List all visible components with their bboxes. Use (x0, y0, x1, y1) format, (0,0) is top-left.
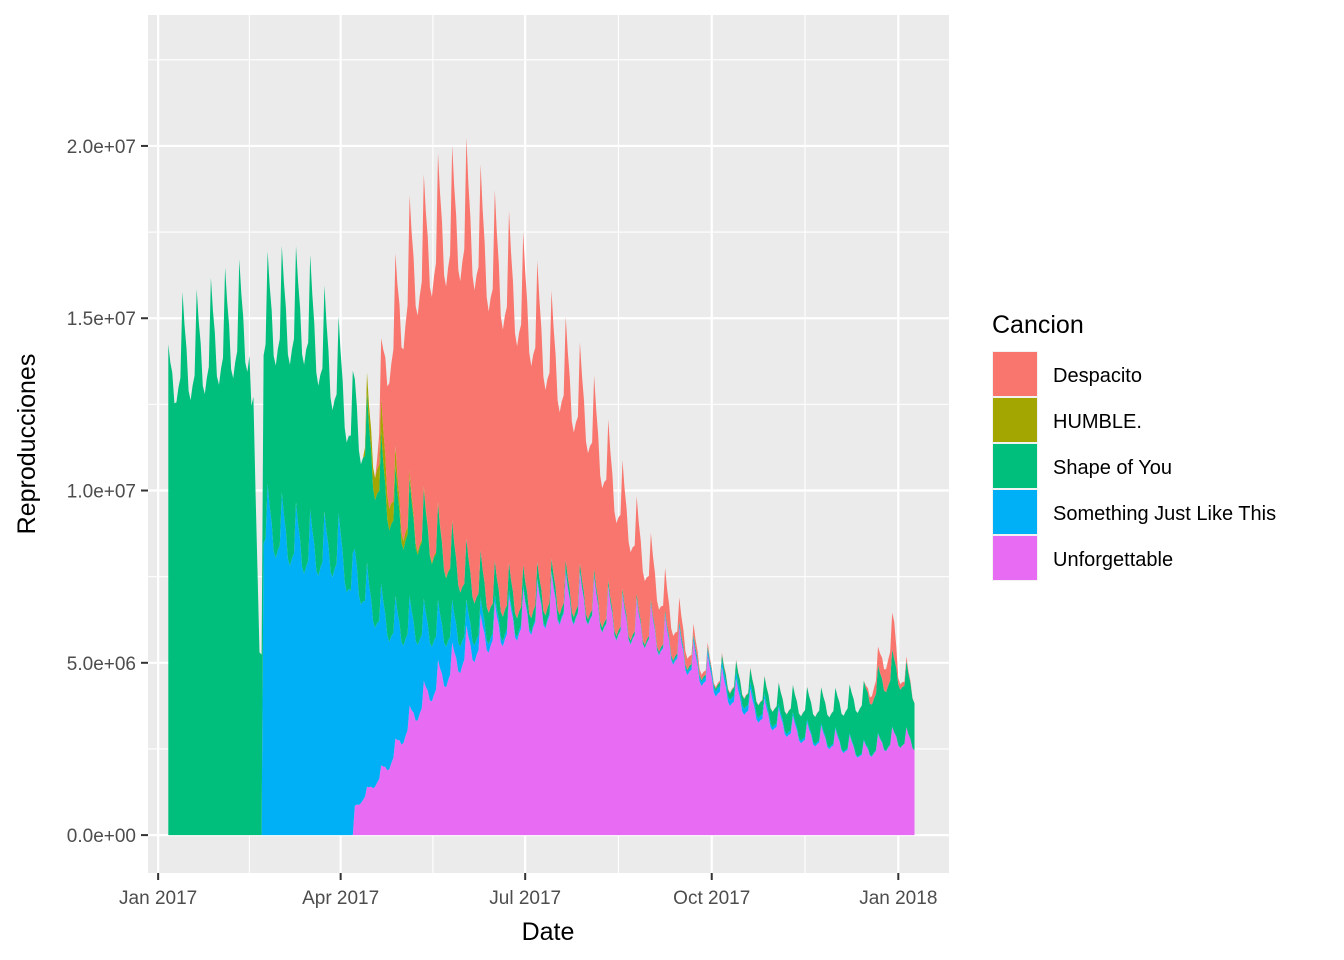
legend-items: Despacito HUMBLE. Shape of You Something Ju… (992, 351, 1276, 581)
legend: Cancion Despacito HUMBLE. Shape of You Some… (992, 311, 1276, 581)
legend-title: Cancion (992, 311, 1084, 339)
y-tick-label: 0.0e+00 (67, 826, 136, 847)
legend-swatch-unforgettable (993, 536, 1037, 580)
legend-label-humble: HUMBLE. (1053, 411, 1142, 433)
area-series-despacito (168, 137, 915, 718)
y-axis: 0.0e+00 5.0e+06 1.0e+07 1.5e+07 2.0e+07 (67, 137, 148, 847)
x-tick-label: Jul 2017 (489, 888, 561, 909)
area-series-shape-of-you (168, 245, 915, 836)
y-tick-label: 2.0e+07 (67, 137, 136, 158)
area-series-unforgettable (168, 571, 915, 836)
y-axis-title: Reproducciones (13, 354, 41, 535)
legend-label-shape-of-you: Shape of You (1053, 457, 1172, 479)
x-tick-label: Apr 2017 (302, 888, 379, 909)
legend-swatch-something-just-like-this (993, 490, 1037, 534)
y-tick-label: 5.0e+06 (67, 654, 136, 675)
legend-label-something-just-like-this: Something Just Like This (1053, 503, 1276, 525)
legend-label-despacito: Despacito (1053, 365, 1142, 387)
x-tick-label: Jan 2017 (119, 888, 197, 909)
legend-swatch-humble (993, 398, 1037, 442)
x-axis: Jan 2017 Apr 2017 Jul 2017 Oct 2017 Jan 2018 (119, 873, 937, 909)
legend-swatch-despacito (993, 352, 1037, 396)
legend-label-unforgettable: Unforgettable (1053, 549, 1173, 571)
y-tick-label: 1.0e+07 (67, 482, 136, 503)
area-series-something-just-like-this (168, 483, 915, 836)
area-series-layer (168, 137, 915, 836)
legend-swatch-shape-of-you (993, 444, 1037, 488)
x-tick-label: Jan 2018 (859, 888, 937, 909)
x-axis-title: Date (522, 918, 575, 946)
x-tick-label: Oct 2017 (673, 888, 750, 909)
y-tick-label: 1.5e+07 (67, 309, 136, 330)
